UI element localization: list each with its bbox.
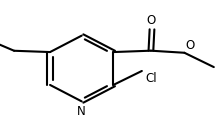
Text: O: O — [146, 14, 155, 27]
Text: N: N — [77, 105, 86, 119]
Text: Cl: Cl — [145, 72, 157, 85]
Text: O: O — [186, 39, 195, 52]
